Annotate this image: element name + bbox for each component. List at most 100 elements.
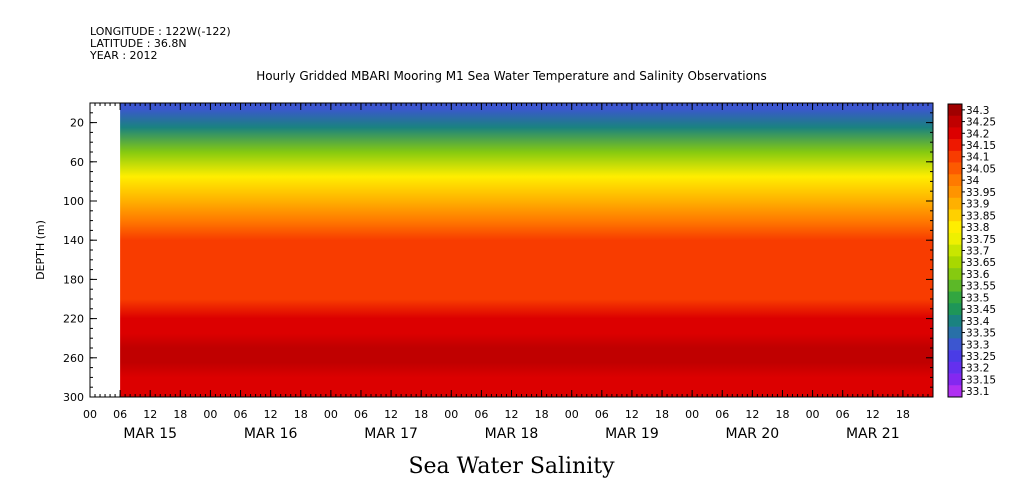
colorbar-label: 33.95 bbox=[966, 187, 996, 199]
colorbar-swatch bbox=[948, 314, 962, 327]
x-day-label: MAR 21 bbox=[846, 426, 900, 442]
y-tick-label: 180 bbox=[63, 273, 84, 286]
chart-title: Hourly Gridded MBARI Mooring M1 Sea Wate… bbox=[256, 69, 767, 83]
colorbar-swatch bbox=[948, 174, 962, 187]
colorbar-label: 33.35 bbox=[966, 328, 996, 340]
x-hour-tick-label: 12 bbox=[143, 408, 157, 421]
colorbar-label: 33.15 bbox=[966, 374, 996, 386]
colorbar-swatch bbox=[948, 221, 962, 234]
colorbar-label: 33.4 bbox=[966, 316, 990, 328]
longitude-label: LONGITUDE : 122W(-122) bbox=[90, 25, 231, 38]
x-hour-tick-label: 06 bbox=[354, 408, 368, 421]
x-hour-tick-label: 12 bbox=[264, 408, 278, 421]
colorbar: 34.334.2534.234.1534.134.053433.9533.933… bbox=[947, 103, 996, 398]
colorbar-label: 34.3 bbox=[966, 105, 989, 117]
y-tick-label: 140 bbox=[63, 234, 84, 247]
colorbar-label: 33.5 bbox=[966, 292, 989, 304]
colorbar-label: 33.75 bbox=[966, 234, 996, 246]
salinity-field bbox=[120, 103, 934, 397]
colorbar-swatch bbox=[948, 385, 962, 398]
colorbar-swatch bbox=[948, 139, 962, 152]
x-hour-tick-label: 00 bbox=[565, 408, 579, 421]
colorbar-label: 33.3 bbox=[966, 339, 989, 351]
colorbar-label: 33.25 bbox=[966, 351, 996, 363]
y-axis-label: DEPTH (m) bbox=[34, 220, 47, 280]
colorbar-swatch bbox=[948, 127, 962, 140]
y-tick-label: 60 bbox=[70, 156, 84, 169]
x-hour-tick-label: 12 bbox=[866, 408, 880, 421]
colorbar-label: 33.85 bbox=[966, 210, 996, 222]
colorbar-swatch bbox=[948, 361, 962, 374]
colorbar-swatch bbox=[948, 232, 962, 245]
x-hour-tick-label: 00 bbox=[203, 408, 217, 421]
x-day-label: MAR 16 bbox=[244, 426, 298, 442]
colorbar-swatch bbox=[948, 115, 962, 128]
y-tick-label: 300 bbox=[63, 391, 84, 404]
x-hour-tick-label: 00 bbox=[324, 408, 338, 421]
x-hour-tick-label: 06 bbox=[836, 408, 850, 421]
colorbar-label: 34.25 bbox=[966, 117, 996, 129]
colorbar-label: 34 bbox=[966, 175, 980, 187]
colorbar-swatch bbox=[948, 197, 962, 210]
colorbar-label: 34.2 bbox=[966, 128, 989, 140]
colorbar-label: 34.05 bbox=[966, 163, 996, 175]
x-hour-tick-label: 00 bbox=[806, 408, 820, 421]
colorbar-label: 33.1 bbox=[966, 386, 989, 398]
colorbar-label: 33.55 bbox=[966, 281, 996, 293]
latitude-label: LATITUDE : 36.8N bbox=[90, 37, 187, 50]
colorbar-swatch bbox=[948, 209, 962, 222]
x-day-label: MAR 17 bbox=[364, 426, 418, 442]
y-tick-label: 220 bbox=[63, 313, 84, 326]
x-hour-tick-label: 00 bbox=[685, 408, 699, 421]
x-hour-tick-label: 06 bbox=[113, 408, 127, 421]
x-hour-tick-label: 18 bbox=[173, 408, 187, 421]
colorbar-swatch bbox=[948, 291, 962, 304]
colorbar-label: 33.9 bbox=[966, 199, 989, 211]
y-tick-label: 100 bbox=[63, 195, 84, 208]
x-hour-tick-label: 06 bbox=[474, 408, 488, 421]
year-label: YEAR : 2012 bbox=[90, 49, 158, 62]
colorbar-label: 33.45 bbox=[966, 304, 996, 316]
colorbar-label: 33.6 bbox=[966, 269, 990, 281]
colorbar-swatch bbox=[948, 104, 962, 117]
colorbar-swatch bbox=[948, 303, 962, 316]
colorbar-label: 34.1 bbox=[966, 152, 989, 164]
x-day-label: MAR 18 bbox=[485, 426, 539, 442]
x-day-label: MAR 20 bbox=[726, 426, 780, 442]
x-hour-tick-label: 18 bbox=[775, 408, 789, 421]
x-hour-tick-label: 18 bbox=[896, 408, 910, 421]
variable-label: Sea Water Salinity bbox=[408, 454, 615, 479]
x-hour-tick-label: 18 bbox=[294, 408, 308, 421]
colorbar-swatch bbox=[948, 244, 962, 257]
x-day-label: MAR 15 bbox=[123, 426, 177, 442]
x-hour-tick-label: 00 bbox=[444, 408, 458, 421]
x-hour-tick-label: 12 bbox=[505, 408, 519, 421]
colorbar-swatch bbox=[948, 373, 962, 386]
colorbar-label: 33.2 bbox=[966, 363, 989, 375]
x-hour-tick-label: 18 bbox=[655, 408, 669, 421]
colorbar-swatch bbox=[948, 326, 962, 339]
colorbar-label: 33.8 bbox=[966, 222, 989, 234]
colorbar-swatch bbox=[948, 256, 962, 269]
x-hour-tick-label: 18 bbox=[414, 408, 428, 421]
salinity-field-fill bbox=[120, 103, 934, 397]
colorbar-swatch bbox=[948, 186, 962, 199]
colorbar-swatch bbox=[948, 268, 962, 281]
colorbar-label: 34.15 bbox=[966, 140, 996, 152]
colorbar-swatch bbox=[948, 279, 962, 292]
colorbar-swatch bbox=[948, 338, 962, 351]
x-hour-tick-label: 00 bbox=[83, 408, 97, 421]
x-hour-tick-label: 18 bbox=[535, 408, 549, 421]
x-hour-tick-label: 06 bbox=[595, 408, 609, 421]
colorbar-label: 33.7 bbox=[966, 246, 989, 258]
colorbar-swatch bbox=[948, 162, 962, 175]
x-hour-tick-label: 06 bbox=[234, 408, 248, 421]
x-hour-tick-label: 06 bbox=[715, 408, 729, 421]
x-hour-tick-label: 12 bbox=[625, 408, 639, 421]
colorbar-swatch bbox=[948, 350, 962, 363]
y-tick-label: 260 bbox=[63, 352, 84, 365]
colorbar-swatch bbox=[948, 150, 962, 163]
x-day-label: MAR 19 bbox=[605, 426, 659, 442]
x-hour-tick-label: 12 bbox=[745, 408, 759, 421]
